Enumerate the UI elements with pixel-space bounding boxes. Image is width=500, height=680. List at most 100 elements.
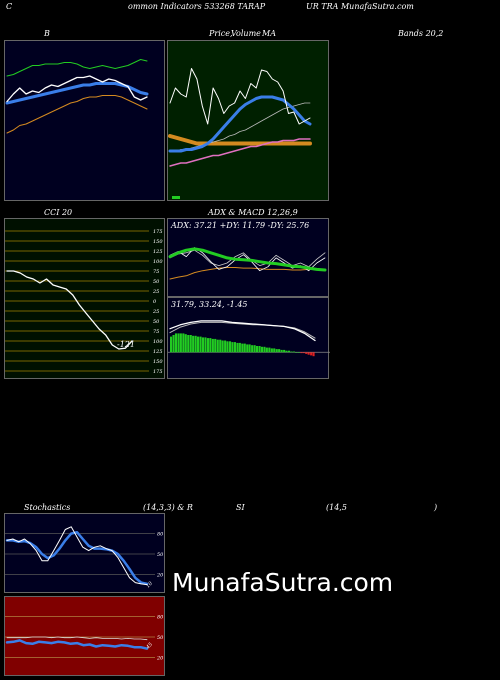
- macd-histogram-bar: [189, 335, 192, 353]
- macd-histogram-bar: [226, 341, 229, 353]
- macd-histogram-bar: [251, 345, 254, 353]
- stoch-tick-label: 80: [157, 532, 164, 538]
- label-stoch-c: SI: [236, 503, 245, 512]
- bollinger-middle-line: [5, 82, 149, 105]
- adx-orange-line: [169, 267, 326, 280]
- stoch-last-value: 10: [145, 580, 154, 589]
- macd-histogram-bar: [290, 351, 293, 353]
- macd-histogram-bar: [270, 348, 273, 353]
- cci-tick-label: 25: [152, 309, 159, 315]
- macd-histogram-bar: [295, 352, 298, 353]
- macd-histogram-bar: [241, 343, 244, 353]
- macd-histogram-bar: [238, 342, 241, 353]
- macd-histogram-bar: [312, 352, 315, 357]
- macd-histogram-bar: [275, 349, 278, 353]
- header-c: C: [6, 2, 13, 11]
- label-stoch-d: (14,5: [326, 503, 347, 512]
- bollinger-panel: [4, 40, 165, 201]
- rsi-line: [5, 639, 149, 650]
- rsi-price-line: [6, 636, 148, 641]
- minus-di-line: [169, 249, 326, 268]
- macd-histogram-bar: [174, 333, 177, 353]
- cci-tick-label: 125: [153, 249, 163, 255]
- macd-histogram-bar: [305, 352, 308, 354]
- macd-histogram-bar: [216, 339, 219, 353]
- macd-values: 31.79, 33.24, -1.45: [171, 300, 248, 309]
- macd-histogram-bar: [209, 338, 212, 353]
- cci-tick-label: 50: [153, 319, 160, 325]
- macd-histogram-bar: [192, 335, 195, 353]
- bollinger-lower-line: [6, 95, 148, 134]
- macd-histogram-bar: [204, 337, 207, 353]
- macd-histogram-bar: [214, 338, 217, 353]
- bollinger-chart: [5, 59, 149, 134]
- ma-orange-line: [168, 134, 312, 146]
- adx-values: ADX: 37.21 +DY: 11.79 -DY: 25.76: [171, 221, 310, 230]
- cci-line: [6, 270, 133, 350]
- macd-line: [169, 320, 316, 342]
- label-volume: Volume: [231, 29, 261, 38]
- macd-histogram-bar: [221, 340, 224, 353]
- macd-histogram-bar: [260, 346, 263, 353]
- cci-tick-label: 100: [153, 259, 163, 265]
- macd-histogram-bar: [253, 345, 256, 353]
- watermark: MunafaSutra.com: [172, 568, 394, 597]
- header-title-left: ommon Indicators 533268 TARAP: [128, 2, 266, 11]
- bollinger-upper-line: [6, 59, 148, 77]
- macd-histogram-bar: [273, 348, 276, 353]
- macd-histogram-bar: [177, 333, 180, 353]
- macd-histogram-bar: [310, 352, 313, 356]
- rsi-last-value: 45: [144, 642, 153, 651]
- macd-histogram-bar: [172, 335, 175, 353]
- macd-histogram-bar: [283, 349, 286, 353]
- label-adx-macd: ADX & MACD 12,26,9: [208, 208, 298, 217]
- stochastics-panel: 80 50 20 10: [4, 513, 165, 593]
- macd-histogram-bar: [288, 350, 291, 353]
- cci-chart: 175 150 125 100 75 50 25 0 25 50 75 100 125 150 175 -12…: [5, 229, 163, 375]
- rsi-tick-label: 50: [157, 635, 164, 641]
- label-ma: MA: [262, 29, 276, 38]
- label-stoch-b: (14,3,3) & R: [143, 503, 193, 512]
- macd-histogram-bar: [211, 338, 214, 353]
- macd-histogram-bar: [263, 346, 266, 353]
- label-stoch-e: ): [434, 503, 438, 512]
- cci-tick-label: 175: [153, 229, 163, 235]
- macd-histogram-bar: [182, 333, 185, 353]
- macd-histogram-bar: [179, 333, 182, 353]
- stoch-d-line: [5, 530, 149, 586]
- stoch-tick-label: 20: [156, 572, 164, 578]
- cci-tick-label: 125: [153, 349, 163, 355]
- macd-histogram-bar: [219, 339, 222, 353]
- cci-tick-label: 100: [153, 339, 163, 345]
- stoch-tick-label: 50: [157, 552, 164, 558]
- macd-histogram-bar: [280, 349, 283, 353]
- macd-histogram-bar: [233, 342, 236, 353]
- bollinger-price-line: [6, 75, 148, 103]
- cci-panel: 175 150 125 100 75 50 25 0 25 50 75 100 125 150 175 -12…: [4, 218, 165, 379]
- cci-tick-label: 75: [153, 269, 159, 275]
- macd-histogram-bar: [199, 336, 202, 353]
- rsi-panel: 80 50 20 45: [4, 596, 165, 676]
- macd-histogram-bar: [206, 338, 209, 353]
- macd-histogram-bar: [302, 352, 305, 354]
- macd-histogram-bar: [187, 335, 190, 353]
- macd-histogram-bar: [201, 337, 204, 353]
- stoch-k-line: [6, 526, 148, 586]
- macd-histogram-bar: [265, 347, 268, 353]
- macd-histogram-bar: [292, 351, 295, 353]
- macd-histogram-bar: [243, 343, 246, 353]
- macd-histogram-bar: [278, 349, 281, 353]
- adx-line: [168, 247, 327, 272]
- macd-panel: 31.79, 33.24, -1.45: [167, 297, 330, 379]
- cci-tick-label: 0: [153, 299, 157, 305]
- cci-tick-label: 75: [153, 329, 159, 335]
- macd-histogram-bar: [229, 341, 232, 353]
- label-b: B: [44, 29, 50, 38]
- label-cci: CCI 20: [44, 208, 73, 217]
- header-title-right: UR TRA MunafaSutra.com: [306, 2, 414, 11]
- cci-tick-label: 50: [153, 279, 160, 285]
- label-stoch-a: Stochastics: [24, 503, 71, 512]
- macd-histogram-bar: [258, 346, 261, 353]
- macd-histogram-bar: [194, 335, 197, 353]
